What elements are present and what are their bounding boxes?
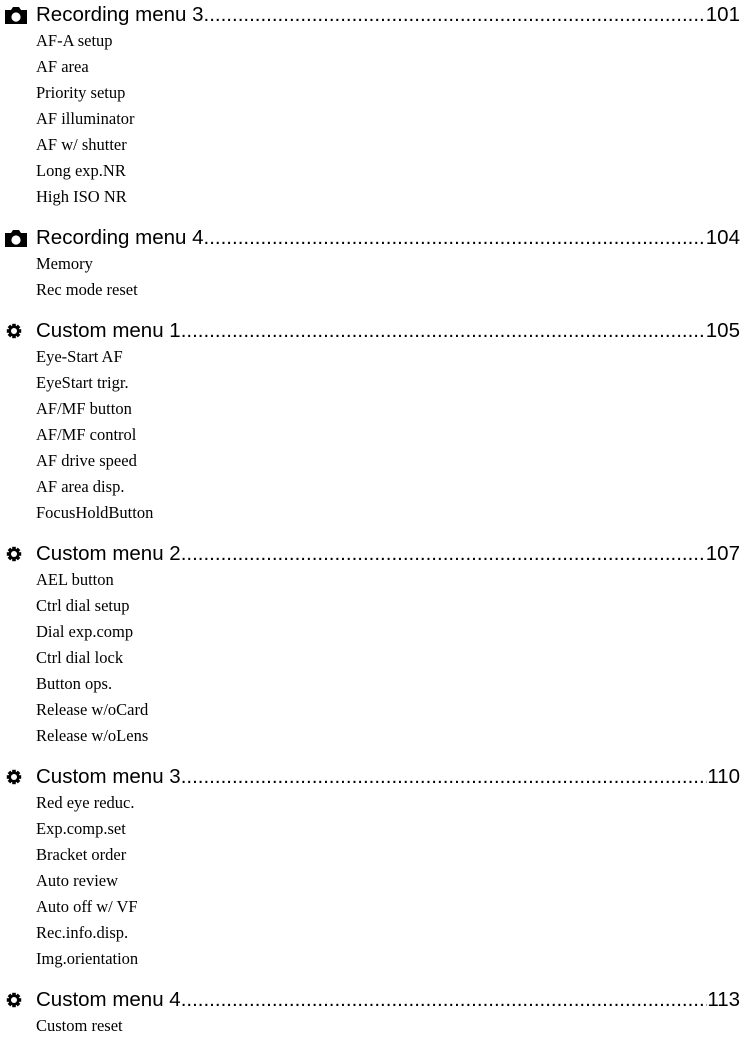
dot-leader xyxy=(204,3,706,27)
list-item[interactable]: AF w/ shutter xyxy=(36,135,127,154)
dot-leader xyxy=(181,319,706,343)
list-item[interactable]: Long exp.NR xyxy=(36,161,126,180)
list-item[interactable]: AF drive speed xyxy=(36,451,137,470)
section-title: Custom menu 4 xyxy=(36,988,181,1011)
section-item-list: AF-A setup AF area Priority setup AF illumi… xyxy=(4,28,740,210)
gear-icon xyxy=(4,988,32,1012)
section-heading[interactable]: Recording menu 3 101 xyxy=(4,0,740,27)
camera-icon xyxy=(4,226,32,250)
section-heading[interactable]: Recording menu 4 104 xyxy=(4,210,740,250)
list-item[interactable]: Rec mode reset xyxy=(36,280,138,299)
list-item[interactable]: AF area xyxy=(36,57,89,76)
list-item[interactable]: Red eye reduc. xyxy=(36,793,135,812)
dot-leader xyxy=(204,226,706,250)
toc-section: Custom menu 1 105 Eye-Start AF EyeStart tri… xyxy=(4,303,740,526)
section-title: Recording menu 3 xyxy=(36,3,204,26)
list-item[interactable]: FocusHoldButton xyxy=(36,503,154,522)
list-item[interactable]: Release w/oLens xyxy=(36,726,149,745)
dot-leader xyxy=(181,765,708,789)
list-item[interactable]: Exp.comp.set xyxy=(36,819,126,838)
list-item[interactable]: Release w/oCard xyxy=(36,700,149,719)
list-item[interactable]: Custom reset xyxy=(36,1016,123,1035)
table-of-contents: Recording menu 3 101 AF-A setup AF area Prio… xyxy=(4,0,740,1039)
list-item[interactable]: High ISO NR xyxy=(36,187,127,206)
page-number: 110 xyxy=(707,765,740,788)
section-title: Custom menu 1 xyxy=(36,319,181,342)
section-heading[interactable]: Custom menu 2 107 xyxy=(4,526,740,566)
section-title: Custom menu 3 xyxy=(36,765,181,788)
section-title: Custom menu 2 xyxy=(36,542,181,565)
toc-section: Custom menu 3 110 Red eye reduc. Exp.comp.s… xyxy=(4,749,740,972)
page-number: 107 xyxy=(705,542,740,565)
section-item-list: Red eye reduc. Exp.comp.set Bracket order A… xyxy=(4,790,740,972)
gear-icon xyxy=(4,765,32,789)
toc-section: Custom menu 2 107 AEL button Ctrl dial setu… xyxy=(4,526,740,749)
camera-icon xyxy=(4,3,32,27)
page-number: 105 xyxy=(705,319,740,342)
dot-leader xyxy=(181,542,706,566)
list-item[interactable]: AF-A setup xyxy=(36,31,113,50)
section-item-list: Eye-Start AF EyeStart trigr. AF/MF button A… xyxy=(4,344,740,526)
toc-section: Recording menu 4 104 Memory Rec mode reset xyxy=(4,210,740,303)
list-item[interactable]: Ctrl dial lock xyxy=(36,648,124,667)
gear-icon xyxy=(4,542,32,566)
list-item[interactable]: AF/MF button xyxy=(36,399,132,418)
list-item[interactable]: AF/MF control xyxy=(36,425,137,444)
dot-leader xyxy=(181,988,708,1012)
list-item[interactable]: Eye-Start AF xyxy=(36,347,123,366)
section-heading[interactable]: Custom menu 4 113 xyxy=(4,972,740,1012)
list-item[interactable]: Auto off w/ VF xyxy=(36,897,138,916)
list-item[interactable]: Priority setup xyxy=(36,83,126,102)
gear-icon xyxy=(4,319,32,343)
list-item[interactable]: AF area disp. xyxy=(36,477,125,496)
toc-section: Recording menu 3 101 AF-A setup AF area Prio… xyxy=(4,0,740,210)
list-item[interactable]: Rec.info.disp. xyxy=(36,923,129,942)
section-title: Recording menu 4 xyxy=(36,226,204,249)
section-heading[interactable]: Custom menu 1 105 xyxy=(4,303,740,343)
section-heading[interactable]: Custom menu 3 110 xyxy=(4,749,740,789)
list-item[interactable]: Dial exp.comp xyxy=(36,622,134,641)
section-item-list: Memory Rec mode reset xyxy=(4,251,740,303)
list-item[interactable]: Bracket order xyxy=(36,845,127,864)
list-item[interactable]: AF illuminator xyxy=(36,109,135,128)
list-item[interactable]: Memory xyxy=(36,254,93,273)
list-item[interactable]: EyeStart trigr. xyxy=(36,373,129,392)
list-item[interactable]: Ctrl dial setup xyxy=(36,596,130,615)
list-item[interactable]: AEL button xyxy=(36,570,114,589)
list-item[interactable]: Button ops. xyxy=(36,674,113,693)
list-item[interactable]: Auto review xyxy=(36,871,119,890)
list-item[interactable]: Img.orientation xyxy=(36,949,139,968)
page-number: 101 xyxy=(705,3,740,26)
section-item-list: AEL button Ctrl dial setup Dial exp.comp Ct… xyxy=(4,567,740,749)
section-item-list: Custom reset xyxy=(4,1013,740,1039)
page-number: 113 xyxy=(707,988,740,1011)
page-number: 104 xyxy=(705,226,740,249)
